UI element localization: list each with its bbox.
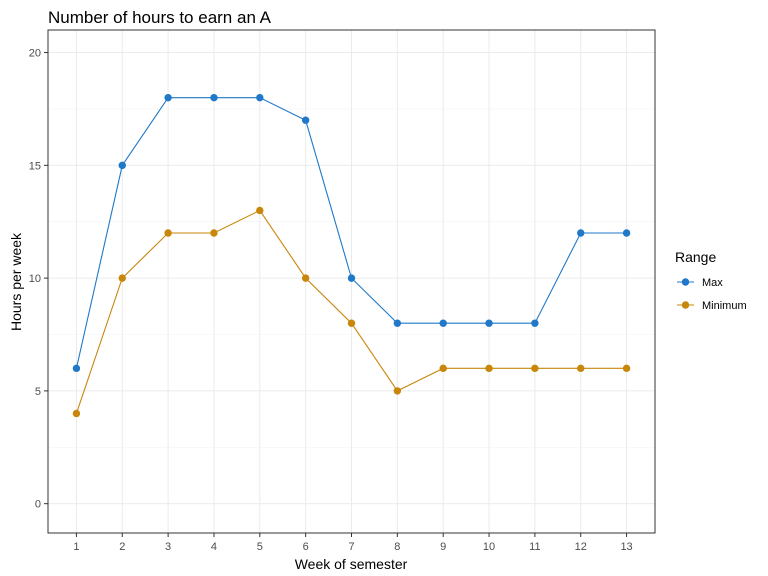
- y-tick-label: 5: [35, 386, 41, 398]
- data-point-minimum: [577, 364, 585, 373]
- x-tick-label: 6: [303, 541, 309, 553]
- data-point-max: [577, 229, 585, 237]
- data-point-max: [256, 93, 264, 102]
- y-tick-label: 15: [29, 160, 41, 172]
- data-point-max: [164, 93, 172, 102]
- data-point-max: [485, 319, 493, 327]
- major-gridlines: [48, 30, 655, 533]
- data-point-minimum: [347, 319, 356, 327]
- legend-title: Range: [675, 249, 716, 265]
- y-tick-label: 10: [29, 273, 41, 285]
- legend-key-point: [681, 278, 690, 286]
- x-tick-label: 5: [257, 541, 263, 553]
- data-point-max: [210, 93, 218, 102]
- data-point-minimum: [210, 229, 218, 237]
- data-point-max: [439, 319, 447, 327]
- x-tick-label: 9: [440, 541, 446, 553]
- chart-title: Number of hours to earn an A: [48, 8, 272, 27]
- data-point-minimum: [118, 274, 126, 282]
- series-layer: [72, 93, 631, 418]
- x-tick-label: 2: [119, 541, 125, 553]
- y-axis: 0 5 10 15 20: [29, 48, 48, 511]
- data-point-minimum: [439, 364, 447, 373]
- data-point-max: [301, 116, 310, 124]
- x-tick-label: 13: [620, 541, 632, 553]
- y-tick-label: 0: [35, 499, 41, 511]
- data-point-minimum: [164, 229, 172, 237]
- data-point-minimum: [301, 274, 310, 282]
- x-tick-label: 4: [211, 541, 217, 553]
- legend-label-max: Max: [702, 277, 723, 289]
- data-point-minimum: [72, 409, 81, 418]
- x-tick-label: 8: [394, 541, 400, 553]
- x-axis-title: Week of semester: [295, 556, 408, 572]
- x-tick-label: 11: [529, 541, 540, 553]
- x-tick-label: 1: [73, 541, 79, 553]
- x-tick-label: 3: [165, 541, 171, 553]
- data-point-minimum: [393, 387, 402, 395]
- data-point-max: [347, 274, 356, 282]
- data-point-max: [622, 229, 631, 237]
- data-point-max: [393, 319, 402, 327]
- data-point-minimum: [256, 206, 264, 215]
- data-point-max: [72, 364, 81, 373]
- legend-label-minimum: Minimum: [702, 300, 747, 312]
- data-point-max: [118, 161, 126, 170]
- x-tick-label: 12: [575, 541, 587, 553]
- data-point-minimum: [622, 364, 631, 373]
- y-axis-title: Hours per week: [8, 232, 24, 331]
- x-tick-label: 7: [348, 541, 354, 553]
- data-point-minimum: [531, 364, 539, 373]
- x-tick-label: 10: [483, 541, 495, 553]
- legend-key-point: [681, 301, 690, 309]
- y-tick-label: 20: [29, 48, 41, 60]
- x-axis: 1 2 3 4 5 6 7 8 9 10 11 12 13: [73, 533, 633, 553]
- data-point-minimum: [485, 364, 493, 373]
- legend: Range Max Minimum: [675, 249, 747, 312]
- data-point-max: [531, 319, 539, 327]
